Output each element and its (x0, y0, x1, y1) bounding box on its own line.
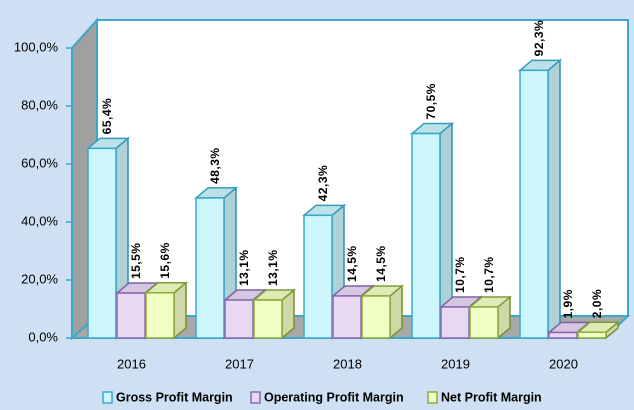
y-tick-label: 40,0% (21, 213, 58, 228)
value-label: 10,7% (482, 256, 496, 293)
bar (548, 331, 578, 339)
value-label: 14,5% (345, 245, 359, 282)
bar (303, 214, 333, 339)
bar (224, 299, 254, 339)
value-label: 65,4% (100, 98, 114, 135)
y-tick-label: 60,0% (21, 155, 58, 170)
bar (116, 292, 146, 339)
bar (145, 292, 175, 339)
value-label: 10,7% (453, 256, 467, 293)
value-label: 70,5% (424, 83, 438, 120)
x-tick-label: 2016 (117, 356, 146, 371)
legend-swatch (102, 391, 113, 404)
bar (469, 306, 499, 339)
value-label: 13,1% (266, 249, 280, 286)
bar (253, 299, 283, 339)
value-label: 42,3% (316, 165, 330, 202)
bar (87, 147, 117, 339)
legend-swatch (427, 391, 438, 404)
bar (361, 295, 391, 339)
value-label: 15,5% (129, 243, 143, 280)
x-tick-label: 2019 (441, 356, 470, 371)
bar (440, 306, 470, 339)
value-label: 48,3% (208, 147, 222, 184)
bar-side (547, 58, 561, 340)
value-label: 13,1% (237, 249, 251, 286)
legend-swatch (250, 391, 261, 404)
bar (332, 295, 362, 339)
value-label: 2,0% (590, 289, 604, 318)
bar (195, 197, 225, 339)
y-tick-label: 80,0% (21, 97, 58, 112)
x-tick-label: 2020 (549, 356, 578, 371)
x-tick-label: 2017 (225, 356, 254, 371)
legend-label: Gross Profit Margin (116, 390, 233, 404)
value-label: 92,3% (532, 20, 546, 57)
legend-label: Operating Profit Margin (264, 390, 404, 404)
value-label: 14,5% (374, 245, 388, 282)
y-tick-label: 0,0% (28, 329, 58, 344)
x-tick-label: 2018 (333, 356, 362, 371)
value-label: 15,6% (158, 242, 172, 279)
bar (519, 69, 549, 339)
y-tick-label: 100,0% (14, 39, 59, 54)
bar (411, 132, 441, 339)
bar (577, 331, 607, 339)
value-label: 1,9% (561, 289, 575, 318)
y-tick-label: 20,0% (21, 271, 58, 286)
legend-label: Net Profit Margin (441, 390, 542, 404)
